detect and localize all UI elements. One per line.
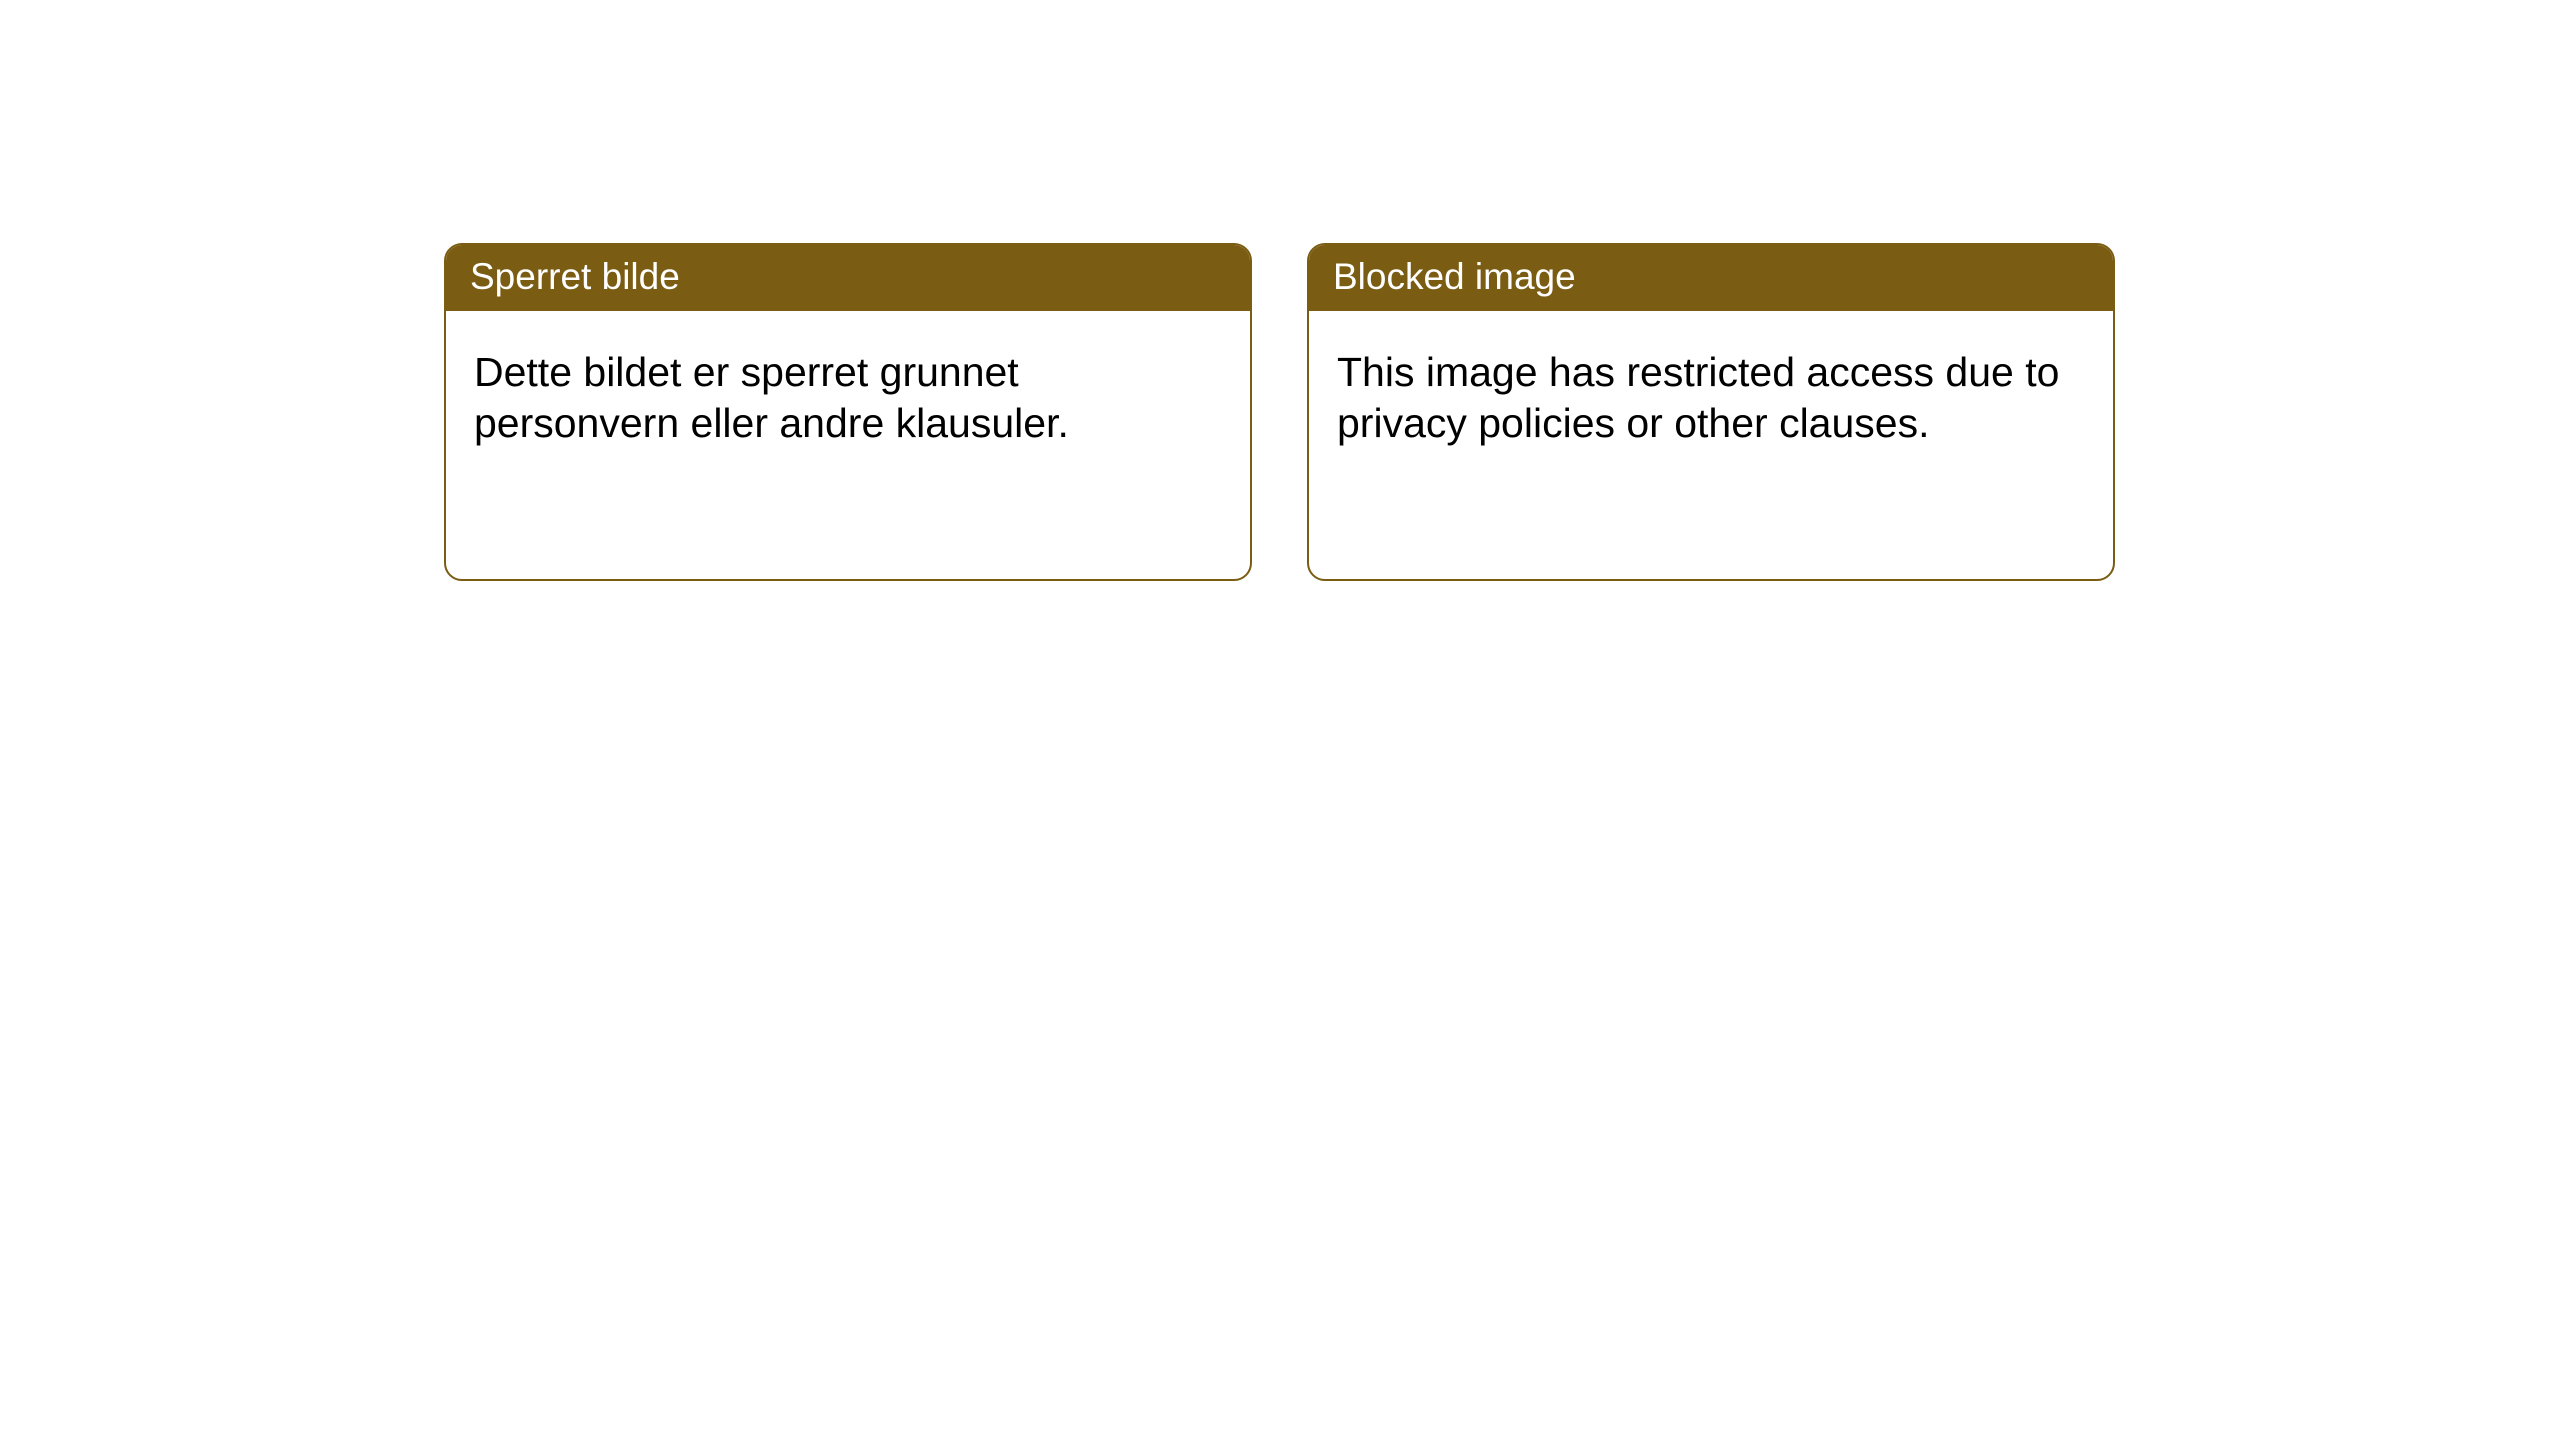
- notice-message: Dette bildet er sperret grunnet personve…: [474, 349, 1069, 446]
- notice-header: Sperret bilde: [446, 245, 1250, 311]
- notice-box-norwegian: Sperret bilde Dette bildet er sperret gr…: [444, 243, 1252, 581]
- notice-title: Blocked image: [1333, 256, 1576, 297]
- notice-body: This image has restricted access due to …: [1309, 311, 2113, 478]
- notice-container: Sperret bilde Dette bildet er sperret gr…: [0, 0, 2560, 581]
- notice-body: Dette bildet er sperret grunnet personve…: [446, 311, 1250, 478]
- notice-title: Sperret bilde: [470, 256, 680, 297]
- notice-box-english: Blocked image This image has restricted …: [1307, 243, 2115, 581]
- notice-header: Blocked image: [1309, 245, 2113, 311]
- notice-message: This image has restricted access due to …: [1337, 349, 2059, 446]
